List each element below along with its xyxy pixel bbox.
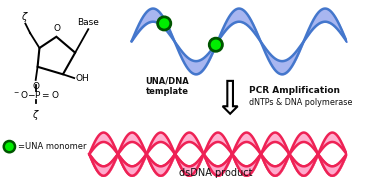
Text: OH: OH	[75, 74, 89, 83]
Text: PCR Amplification: PCR Amplification	[249, 86, 340, 95]
Circle shape	[4, 141, 15, 152]
Text: Base: Base	[77, 18, 99, 27]
Text: dNTPs & DNA polymerase: dNTPs & DNA polymerase	[249, 98, 352, 107]
Text: O: O	[32, 82, 39, 91]
Text: =UNA monomer: =UNA monomer	[18, 142, 86, 151]
Text: O: O	[54, 24, 61, 33]
Circle shape	[209, 38, 223, 51]
FancyArrow shape	[223, 81, 238, 114]
Text: UNA/DNA
template: UNA/DNA template	[146, 76, 189, 96]
Text: dsDNA product: dsDNA product	[179, 168, 253, 178]
Text: $\zeta$: $\zeta$	[32, 108, 39, 122]
Circle shape	[158, 17, 171, 30]
Text: $^-$O$-$P$=$O: $^-$O$-$P$=$O	[12, 89, 59, 101]
Text: $\zeta$: $\zeta$	[21, 10, 29, 24]
